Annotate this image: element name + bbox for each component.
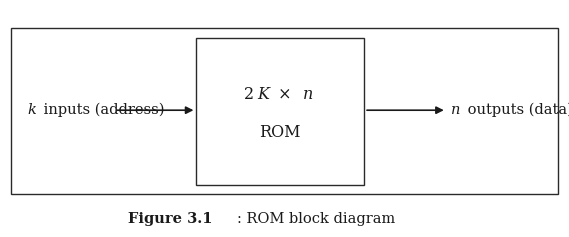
Text: : ROM block diagram: : ROM block diagram (237, 212, 395, 226)
Text: ROM: ROM (259, 124, 301, 141)
Text: n: n (451, 103, 460, 117)
Text: ×: × (273, 86, 296, 103)
Text: n: n (303, 86, 314, 103)
Text: K: K (257, 86, 269, 103)
Bar (11, 28, 558, 194)
Bar (196, 38, 364, 185)
Text: inputs (address): inputs (address) (39, 103, 164, 117)
Text: Figure 3.1: Figure 3.1 (128, 212, 212, 226)
Text: outputs (data): outputs (data) (463, 103, 569, 117)
Text: k: k (27, 103, 36, 117)
Text: 2: 2 (244, 86, 254, 103)
